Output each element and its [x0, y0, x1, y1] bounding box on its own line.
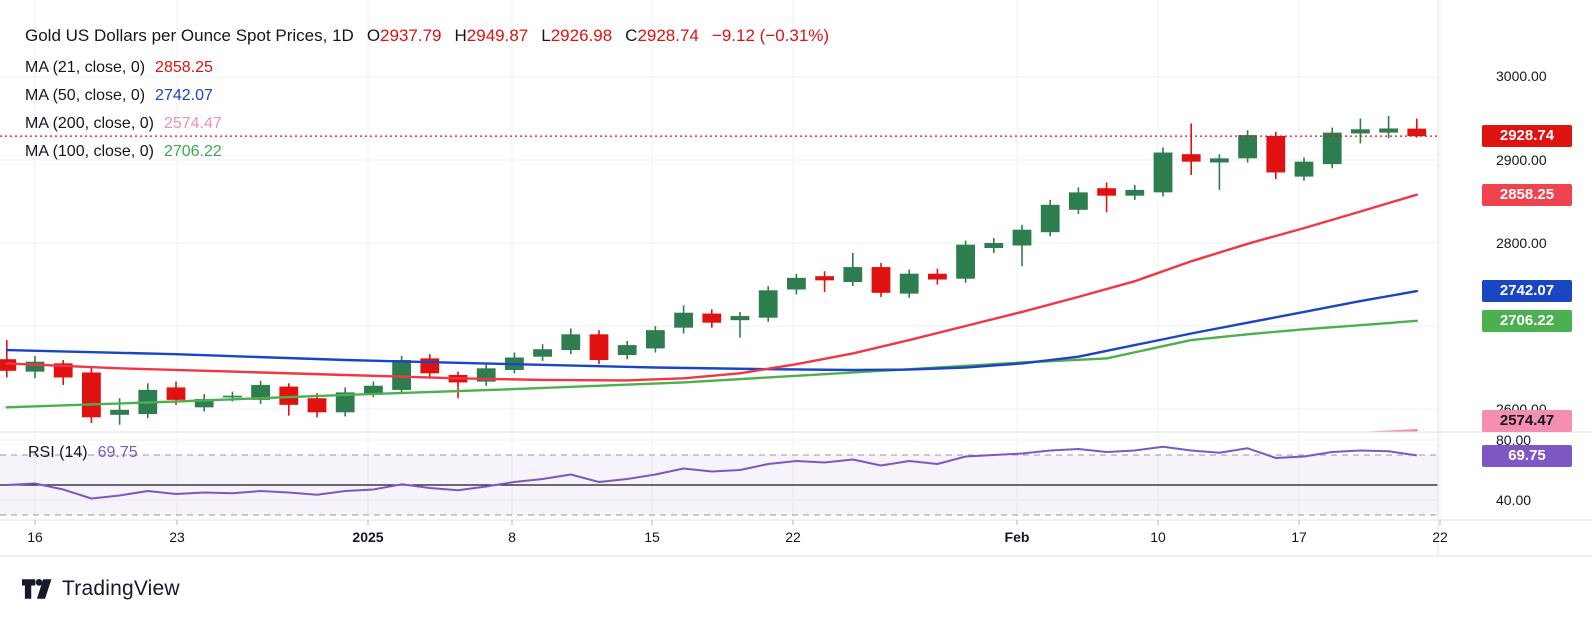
time-axis-label: 2025 — [352, 529, 384, 545]
ma-100-row[interactable]: MA (100, close, 0) 2706.22 — [25, 138, 829, 166]
ohlc-close: C2928.74 — [625, 26, 699, 45]
price-badge: 2742.07 — [1482, 280, 1572, 302]
ma-100-value: 2706.22 — [163, 143, 222, 160]
tradingview-attribution[interactable]: TradingView — [22, 576, 180, 602]
price-badge: 2858.25 — [1482, 184, 1572, 206]
rsi-value: 69.75 — [97, 444, 138, 461]
ma-200-row[interactable]: MA (200, close, 0) 2574.47 — [25, 110, 829, 138]
ma-21-value: 2858.25 — [155, 59, 213, 76]
time-axis-label: 17 — [1291, 529, 1307, 545]
ma-50-label: MA (50, close, 0) — [25, 87, 146, 104]
ma-21-label: MA (21, close, 0) — [25, 59, 146, 76]
rsi-line-layer — [6, 445, 1417, 500]
ma-200-value: 2574.47 — [163, 115, 222, 132]
candlestick-layer — [0, 116, 1438, 432]
ma-legend: MA (21, close, 0) 2858.25 MA (50, close,… — [25, 54, 829, 166]
time-axis[interactable]: 16 23 2025 8 15 22 Feb 10 17 22 — [0, 520, 1592, 556]
time-axis-label: 23 — [169, 529, 185, 545]
price-badge: 2706.22 — [1482, 310, 1572, 332]
price-badge: 69.75 — [1482, 445, 1572, 467]
ma-50-value: 2742.07 — [155, 87, 213, 104]
ma-200-label: MA (200, close, 0) — [25, 115, 154, 132]
tradingview-logo-icon — [22, 579, 52, 599]
time-axis-label: 22 — [1432, 529, 1448, 545]
price-change: −9.12 (−0.31%) — [711, 26, 830, 45]
price-axis-label: 2800.00 — [1496, 235, 1547, 251]
price-badge: 2574.47 — [1482, 410, 1572, 432]
time-axis-label: 16 — [27, 529, 43, 545]
price-axis-label: 3000.00 — [1496, 68, 1547, 84]
ohlc-low: L2926.98 — [541, 26, 613, 45]
symbol-title-row: Gold US Dollars per Ounce Spot Prices, 1… — [25, 26, 829, 54]
price-badge: 2928.74 — [1482, 125, 1572, 147]
rsi-legend[interactable]: RSI (14) 69.75 — [28, 444, 138, 462]
ma-100-label: MA (100, close, 0) — [25, 143, 154, 160]
ma-50-row[interactable]: MA (50, close, 0) 2742.07 — [25, 82, 829, 110]
symbol-title[interactable]: Gold US Dollars per Ounce Spot Prices, 1… — [25, 26, 354, 45]
ohlc-open: O2937.79 — [366, 26, 442, 45]
price-axis[interactable]: 3000.00 2900.00 2800.00 2600.00 80.00 40.00 29… — [1438, 0, 1592, 556]
time-axis-label: 10 — [1150, 529, 1166, 545]
ohlc-high: H2949.87 — [454, 26, 529, 45]
rsi-label: RSI (14) — [28, 444, 88, 461]
time-axis-label: 8 — [508, 529, 516, 545]
tradingview-logo-text: TradingView — [62, 577, 180, 600]
time-axis-label: Feb — [1004, 529, 1030, 545]
price-axis-label: 2900.00 — [1496, 152, 1547, 168]
price-axis-label: 80.00 — [1496, 432, 1532, 448]
time-axis-label: 15 — [644, 529, 660, 545]
chart-legend: Gold US Dollars per Ounce Spot Prices, 1… — [25, 26, 829, 166]
time-axis-label: 22 — [785, 529, 801, 545]
price-axis-label: 40.00 — [1496, 492, 1532, 508]
ma-21-row[interactable]: MA (21, close, 0) 2858.25 — [25, 54, 829, 82]
